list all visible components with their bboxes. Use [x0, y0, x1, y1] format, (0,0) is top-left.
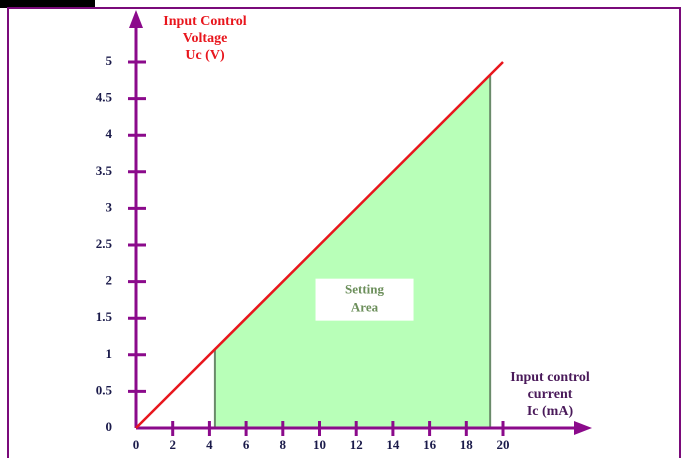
x-tick-label: 2	[169, 437, 176, 452]
y-tick-label: 1.5	[96, 309, 113, 324]
x-tick-label: 0	[133, 437, 140, 452]
setting-area	[214, 74, 491, 428]
y-tick-label: 5	[106, 53, 113, 68]
x-tick-label: 8	[280, 437, 287, 452]
line	[135, 61, 504, 429]
y-tick-label: 4	[106, 126, 113, 141]
x-arrow	[574, 421, 592, 435]
x-tick-label: 20	[497, 437, 510, 452]
y-axis-label: Voltage	[183, 31, 228, 46]
corner-block	[0, 0, 95, 8]
y-arrow	[129, 10, 143, 28]
x-tick-label: 14	[386, 437, 400, 452]
y-axis-label: Uc (V)	[185, 48, 225, 63]
y-tick-label: 0.5	[96, 382, 113, 397]
y-tick-label: 3	[106, 199, 113, 214]
x-axis-label: Input control	[510, 370, 590, 385]
area-label: Area	[351, 300, 379, 315]
y-tick-label: 4.5	[96, 90, 113, 105]
y-tick-label: 3.5	[96, 163, 113, 178]
x-tick-label: 16	[423, 437, 437, 452]
y-tick-label: 2	[106, 273, 113, 288]
x-tick-label: 6	[243, 437, 250, 452]
x-tick-label: 10	[313, 437, 326, 452]
area-label-box	[315, 278, 414, 321]
frame	[7, 7, 681, 458]
x-tick-label: 4	[206, 437, 213, 452]
area-label: Setting	[345, 282, 385, 297]
x-tick-label: 18	[460, 437, 474, 452]
y-tick-label: 2.5	[96, 236, 113, 251]
y-tick-label: 1	[106, 346, 113, 361]
x-axis-label: current	[528, 387, 573, 402]
x-axis-label: Ic (mA)	[527, 404, 574, 419]
y-axis-label: Input Control	[163, 14, 246, 29]
y-tick-label: 0	[106, 419, 113, 434]
x-tick-label: 12	[350, 437, 363, 452]
